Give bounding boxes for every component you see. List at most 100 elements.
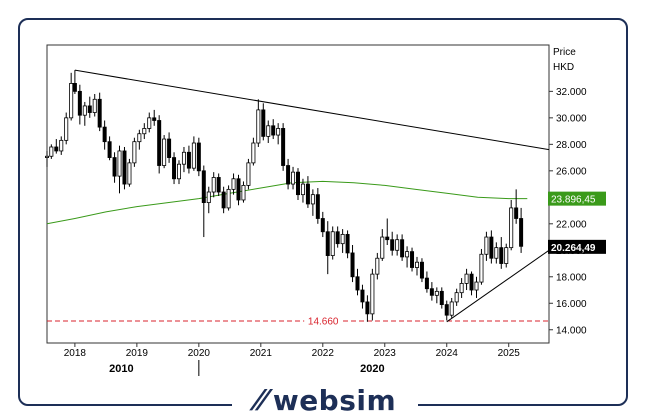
y-tick-label: 26.000 bbox=[556, 166, 587, 177]
candle-body bbox=[97, 98, 102, 128]
candle-body bbox=[286, 165, 291, 185]
candle-body bbox=[59, 139, 64, 152]
x-tick-label: 2023 bbox=[374, 348, 397, 359]
candle-body bbox=[395, 239, 400, 251]
candle-body bbox=[360, 289, 365, 303]
candle-body bbox=[494, 247, 499, 259]
last-price-box bbox=[548, 239, 606, 254]
candle-body bbox=[469, 273, 474, 291]
candle-body bbox=[315, 194, 320, 219]
candle-body bbox=[330, 231, 335, 256]
candle-body bbox=[261, 109, 266, 137]
candle-body bbox=[236, 178, 241, 201]
x-tick-label: 2021 bbox=[250, 348, 273, 359]
y-tick-label: 28.000 bbox=[556, 140, 587, 151]
candle-body bbox=[49, 146, 54, 157]
candle-body bbox=[504, 247, 509, 264]
candle-body bbox=[211, 177, 216, 193]
candle-body bbox=[410, 251, 415, 268]
candle-body bbox=[256, 109, 261, 144]
candle-body bbox=[519, 218, 524, 247]
candle-body bbox=[102, 126, 107, 143]
y-tick-label: 22.000 bbox=[556, 219, 587, 230]
candle-body bbox=[390, 239, 395, 251]
candle-body bbox=[54, 146, 59, 152]
x-tick-label: 2020 bbox=[188, 348, 211, 359]
y-tick-label: 14.000 bbox=[556, 325, 587, 336]
candle-body bbox=[434, 290, 439, 296]
candle-body bbox=[400, 239, 405, 258]
candle-body bbox=[271, 125, 276, 136]
candle-body bbox=[300, 183, 305, 196]
candle-body bbox=[152, 117, 157, 121]
y-axis-title-line2: HKD bbox=[553, 62, 574, 73]
x-group-label: 2010 bbox=[109, 363, 133, 375]
candle-body bbox=[167, 138, 172, 158]
candle-body bbox=[82, 105, 87, 116]
candle-body bbox=[276, 128, 281, 136]
candle-body bbox=[201, 170, 206, 204]
y-tick-label: 30.000 bbox=[556, 113, 587, 124]
candle-body bbox=[509, 207, 514, 249]
candle-body bbox=[186, 151, 191, 169]
candle-body bbox=[231, 178, 236, 190]
x-tick-label: 2018 bbox=[64, 348, 87, 359]
candle-body bbox=[310, 194, 315, 205]
candle-body bbox=[241, 184, 246, 201]
support-label-bg bbox=[304, 315, 343, 328]
candle-body bbox=[464, 273, 469, 284]
candle-body bbox=[335, 231, 340, 245]
ma-value-label: 23.896,45 bbox=[551, 195, 596, 206]
candle-body bbox=[479, 253, 484, 283]
candle-body bbox=[191, 142, 196, 169]
candle-body bbox=[226, 188, 231, 209]
websim-logo-text: websim bbox=[272, 383, 397, 417]
candle-body bbox=[424, 277, 429, 290]
candle-body bbox=[370, 273, 375, 315]
x-group-label: 2020 bbox=[360, 363, 384, 375]
candle-body bbox=[92, 98, 97, 113]
candle-body bbox=[87, 105, 92, 113]
candle-body bbox=[196, 142, 201, 172]
candle-body bbox=[72, 83, 77, 92]
candle-body bbox=[340, 233, 345, 245]
x-tick-label: 2019 bbox=[126, 348, 149, 359]
candle-body bbox=[142, 128, 147, 135]
candle-body bbox=[246, 162, 251, 186]
candle-body bbox=[291, 171, 296, 185]
candle-body bbox=[484, 236, 489, 255]
candle-body bbox=[459, 282, 464, 294]
support-trendline bbox=[446, 249, 550, 323]
y-tick-label: 18.000 bbox=[556, 272, 587, 283]
candle-body bbox=[132, 141, 137, 164]
candle-body bbox=[380, 236, 385, 259]
candle-body bbox=[499, 247, 504, 264]
y-axis-title-line1: Price bbox=[553, 47, 576, 58]
candle-body bbox=[345, 233, 350, 254]
candle-body bbox=[320, 218, 325, 233]
candle-body bbox=[122, 150, 127, 185]
candle-body bbox=[375, 257, 380, 275]
candle-body bbox=[414, 261, 419, 268]
candle-body bbox=[172, 157, 177, 180]
candle-body bbox=[206, 191, 211, 204]
candle-body bbox=[64, 117, 69, 141]
candle-body bbox=[295, 171, 300, 196]
x-tick-label: 2022 bbox=[312, 348, 335, 359]
candle-body bbox=[305, 183, 310, 205]
candle-body bbox=[107, 141, 112, 158]
candle-body bbox=[157, 120, 162, 166]
candle-body bbox=[162, 138, 167, 166]
y-tick-label: 16.000 bbox=[556, 299, 587, 310]
candle-body bbox=[439, 290, 444, 305]
candle-body bbox=[127, 162, 132, 185]
candle-body bbox=[266, 125, 271, 137]
last-price-label: 20.264,49 bbox=[551, 243, 596, 254]
candle-body bbox=[419, 261, 424, 279]
candle-body bbox=[514, 207, 519, 219]
candle-body bbox=[77, 90, 82, 116]
websim-logo-mark-icon: // bbox=[250, 385, 269, 415]
candle-body bbox=[449, 301, 454, 316]
x-tick-label: 2024 bbox=[436, 348, 459, 359]
